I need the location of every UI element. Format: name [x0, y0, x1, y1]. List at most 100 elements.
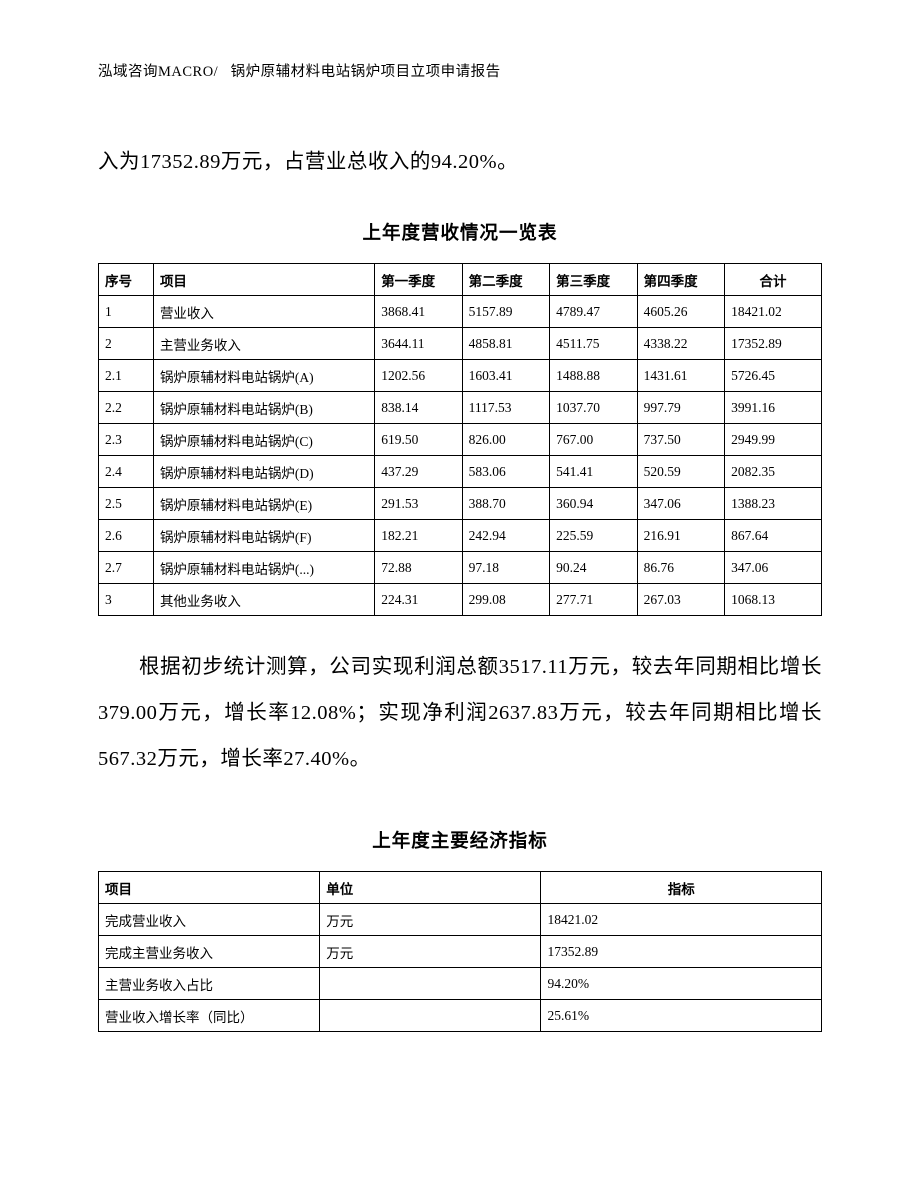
table-cell: 2.1	[99, 360, 154, 392]
revenue-table-head: 序号 项目 第一季度 第二季度 第三季度 第四季度 合计	[99, 264, 822, 296]
table-cell: 1388.23	[725, 488, 822, 520]
table-cell: 2.5	[99, 488, 154, 520]
table-cell: 225.59	[550, 520, 637, 552]
col-project: 项目	[99, 871, 320, 903]
table-cell: 完成营业收入	[99, 903, 320, 935]
table-cell: 锅炉原辅材料电站锅炉(C)	[153, 424, 374, 456]
table-cell: 583.06	[462, 456, 549, 488]
table-cell: 4858.81	[462, 328, 549, 360]
table-cell: 2.3	[99, 424, 154, 456]
table-cell: 18421.02	[541, 903, 822, 935]
table-header-row: 项目 单位 指标	[99, 871, 822, 903]
table-cell: 242.94	[462, 520, 549, 552]
table-cell: 4338.22	[637, 328, 724, 360]
table-cell: 1488.88	[550, 360, 637, 392]
table-cell: 2.2	[99, 392, 154, 424]
table-cell: 营业收入	[153, 296, 374, 328]
col-q4: 第四季度	[637, 264, 724, 296]
table-cell: 1117.53	[462, 392, 549, 424]
table-cell: 838.14	[375, 392, 462, 424]
table-cell: 锅炉原辅材料电站锅炉(D)	[153, 456, 374, 488]
indicator-table-body: 完成营业收入万元18421.02完成主营业务收入万元17352.89主营业务收入…	[99, 903, 822, 1031]
revenue-table-body: 1营业收入3868.415157.894789.474605.2618421.0…	[99, 296, 822, 616]
table-row: 2.6锅炉原辅材料电站锅炉(F)182.21242.94225.59216.91…	[99, 520, 822, 552]
table-cell: 锅炉原辅材料电站锅炉(B)	[153, 392, 374, 424]
table-cell: 867.64	[725, 520, 822, 552]
table-row: 2主营业务收入3644.114858.814511.754338.2217352…	[99, 328, 822, 360]
table-cell: 4511.75	[550, 328, 637, 360]
table-cell: 主营业务收入	[153, 328, 374, 360]
table-cell: 97.18	[462, 552, 549, 584]
table-cell: 182.21	[375, 520, 462, 552]
header-org: 泓域咨询MACRO/	[98, 64, 218, 80]
table-cell: 299.08	[462, 584, 549, 616]
table-cell: 291.53	[375, 488, 462, 520]
table-cell: 3991.16	[725, 392, 822, 424]
table-cell: 2082.35	[725, 456, 822, 488]
table2-title: 上年度主要经济指标	[98, 827, 822, 853]
table-cell: 锅炉原辅材料电站锅炉(A)	[153, 360, 374, 392]
table-row: 2.1锅炉原辅材料电站锅炉(A)1202.561603.411488.88143…	[99, 360, 822, 392]
table-cell: 347.06	[637, 488, 724, 520]
table-cell: 277.71	[550, 584, 637, 616]
table-cell: 94.20%	[541, 967, 822, 999]
table-cell: 1068.13	[725, 584, 822, 616]
table-row: 完成营业收入万元18421.02	[99, 903, 822, 935]
document-page: 泓域咨询MACRO/ 锅炉原辅材料电站锅炉项目立项申请报告 入为17352.89…	[0, 0, 920, 1191]
table-cell: 1037.70	[550, 392, 637, 424]
table-cell: 1431.61	[637, 360, 724, 392]
table-cell: 2.4	[99, 456, 154, 488]
col-unit: 单位	[320, 871, 541, 903]
table-cell: 4605.26	[637, 296, 724, 328]
table-cell: 767.00	[550, 424, 637, 456]
table-cell: 1603.41	[462, 360, 549, 392]
table-row: 2.4锅炉原辅材料电站锅炉(D)437.29583.06541.41520.59…	[99, 456, 822, 488]
table-row: 3其他业务收入224.31299.08277.71267.031068.13	[99, 584, 822, 616]
table-cell: 锅炉原辅材料电站锅炉(...)	[153, 552, 374, 584]
table-cell	[320, 999, 541, 1031]
table-cell: 2	[99, 328, 154, 360]
table-cell: 3868.41	[375, 296, 462, 328]
table-cell: 营业收入增长率（同比）	[99, 999, 320, 1031]
table-cell: 1202.56	[375, 360, 462, 392]
table-cell: 619.50	[375, 424, 462, 456]
page-header: 泓域咨询MACRO/ 锅炉原辅材料电站锅炉项目立项申请报告	[98, 60, 822, 81]
table-cell: 520.59	[637, 456, 724, 488]
table-cell: 1	[99, 296, 154, 328]
table-cell: 3	[99, 584, 154, 616]
table-cell: 360.94	[550, 488, 637, 520]
table-cell: 90.24	[550, 552, 637, 584]
table-cell: 锅炉原辅材料电站锅炉(E)	[153, 488, 374, 520]
table-row: 2.2锅炉原辅材料电站锅炉(B)838.141117.531037.70997.…	[99, 392, 822, 424]
table-cell: 锅炉原辅材料电站锅炉(F)	[153, 520, 374, 552]
table-cell: 997.79	[637, 392, 724, 424]
table-cell: 万元	[320, 903, 541, 935]
table-cell: 4789.47	[550, 296, 637, 328]
table-row: 1营业收入3868.415157.894789.474605.2618421.0…	[99, 296, 822, 328]
col-total: 合计	[725, 264, 822, 296]
col-item: 项目	[153, 264, 374, 296]
col-seq: 序号	[99, 264, 154, 296]
header-title: 锅炉原辅材料电站锅炉项目立项申请报告	[231, 64, 501, 80]
table-cell: 347.06	[725, 552, 822, 584]
table-cell: 541.41	[550, 456, 637, 488]
table-cell: 完成主营业务收入	[99, 935, 320, 967]
col-q3: 第三季度	[550, 264, 637, 296]
table-row: 2.3锅炉原辅材料电站锅炉(C)619.50826.00767.00737.50…	[99, 424, 822, 456]
table-cell: 2949.99	[725, 424, 822, 456]
table-cell: 18421.02	[725, 296, 822, 328]
table-cell: 388.70	[462, 488, 549, 520]
table-cell: 5726.45	[725, 360, 822, 392]
table-row: 主营业务收入占比 94.20%	[99, 967, 822, 999]
table-cell	[320, 967, 541, 999]
table-cell: 86.76	[637, 552, 724, 584]
table-header-row: 序号 项目 第一季度 第二季度 第三季度 第四季度 合计	[99, 264, 822, 296]
indicator-table: 项目 单位 指标 完成营业收入万元18421.02完成主营业务收入万元17352…	[98, 871, 822, 1032]
table-cell: 万元	[320, 935, 541, 967]
table-cell: 其他业务收入	[153, 584, 374, 616]
indicator-table-head: 项目 单位 指标	[99, 871, 822, 903]
table-cell: 25.61%	[541, 999, 822, 1031]
table-row: 2.7锅炉原辅材料电站锅炉(...)72.8897.1890.2486.7634…	[99, 552, 822, 584]
table-cell: 主营业务收入占比	[99, 967, 320, 999]
revenue-table: 序号 项目 第一季度 第二季度 第三季度 第四季度 合计 1营业收入3868.4…	[98, 263, 822, 616]
